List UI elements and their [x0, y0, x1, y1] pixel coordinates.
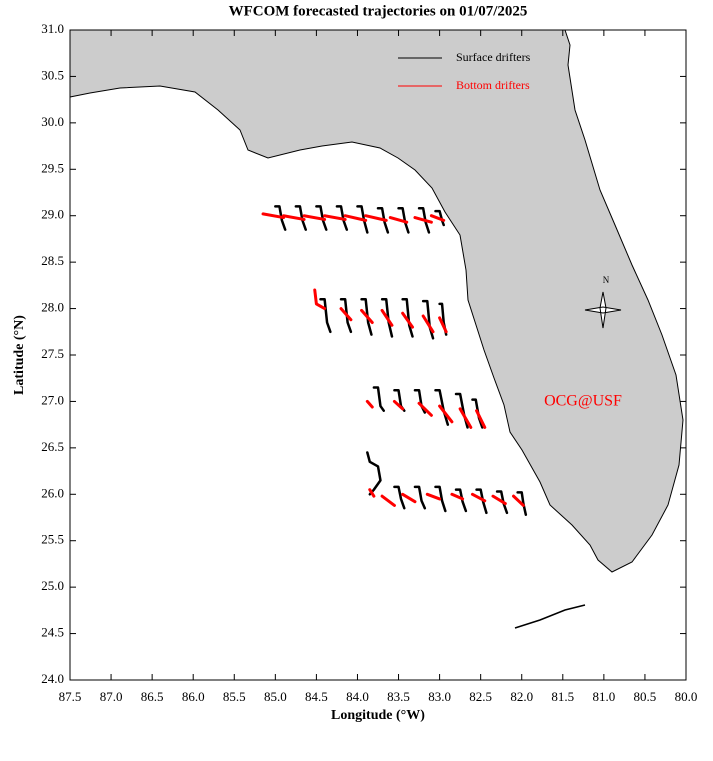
y-tick-label: 29.5	[41, 160, 64, 175]
drifter-track	[429, 214, 446, 222]
x-tick-label: 86.5	[141, 689, 164, 704]
x-tick-label: 80.5	[634, 689, 657, 704]
land	[69, 29, 684, 573]
y-tick-label: 25.5	[41, 532, 64, 547]
drifter-track	[393, 485, 406, 510]
y-tick-label: 30.5	[41, 67, 64, 82]
drifter-track	[434, 389, 450, 426]
drifter-track	[313, 288, 327, 311]
x-tick-label: 81.5	[551, 689, 574, 704]
y-tick-label: 26.5	[41, 439, 64, 454]
drifter-track	[366, 451, 382, 496]
drifter-track	[380, 298, 394, 338]
drifter-track	[356, 205, 369, 234]
drifter-track	[294, 205, 307, 231]
x-tick-label: 83.0	[428, 689, 451, 704]
legend-label: Surface drifters	[456, 50, 531, 64]
drifter-track	[392, 399, 405, 411]
drifter-track	[421, 299, 435, 340]
y-tick-label: 27.5	[41, 346, 64, 361]
drifter-track	[360, 308, 374, 324]
drifter-track	[360, 298, 373, 336]
drifter-track	[413, 216, 433, 224]
drifter-track	[302, 214, 327, 221]
drifter-track	[434, 209, 445, 227]
y-tick-label: 29.0	[41, 207, 64, 222]
drifter-track	[434, 485, 447, 513]
x-tick-label: 87.5	[59, 689, 82, 704]
x-tick-label: 87.0	[100, 689, 123, 704]
y-tick-label: 30.0	[41, 114, 64, 129]
drifter-track	[425, 492, 442, 501]
legend-label: Bottom drifters	[456, 78, 530, 92]
y-tick-label: 27.0	[41, 392, 64, 407]
drifter-track	[380, 308, 394, 327]
drifter-track	[323, 214, 347, 221]
drifter-track	[315, 205, 328, 231]
x-tick-label: 83.5	[387, 689, 410, 704]
drifter-track	[339, 298, 353, 334]
drifter-track	[339, 307, 353, 322]
drifter-track	[417, 207, 431, 234]
y-tick-label: 28.0	[41, 300, 64, 315]
drifter-track	[319, 298, 332, 334]
compass-label: N	[603, 275, 610, 285]
drifter-track	[365, 399, 374, 409]
y-axis-label: Latitude (°N)	[12, 315, 27, 395]
y-tick-label: 24.5	[41, 625, 64, 640]
chart-title: WFCOM forecasted trajectories on 01/07/2…	[229, 3, 528, 19]
annotation: OCG@USF	[544, 393, 622, 410]
x-tick-label: 82.0	[510, 689, 533, 704]
drifter-track	[471, 398, 484, 429]
drifter-track	[343, 214, 368, 222]
drifter-track	[372, 386, 385, 412]
drifter-track	[417, 401, 433, 417]
x-tick-label: 84.5	[305, 689, 328, 704]
y-tick-label: 26.0	[41, 485, 64, 500]
compass	[584, 291, 622, 329]
y-tick-label: 28.5	[41, 253, 64, 268]
drifter-track	[475, 409, 487, 429]
drifter-track	[401, 311, 414, 329]
y-tick-label: 24.0	[41, 671, 64, 686]
drifter-track	[380, 494, 396, 507]
x-tick-label: 80.0	[675, 689, 698, 704]
drifter-track	[282, 214, 306, 221]
drifter-track	[454, 488, 468, 513]
drifter-track	[401, 492, 417, 504]
x-tick-label: 84.0	[346, 689, 369, 704]
drifter-track	[475, 488, 488, 515]
x-tick-label: 85.0	[264, 689, 287, 704]
drifter-track	[491, 494, 507, 506]
x-tick-label: 86.0	[182, 689, 205, 704]
drifter-track	[401, 298, 414, 338]
drifter-track	[364, 214, 388, 222]
drifter-track	[438, 316, 448, 334]
x-tick-label: 81.0	[592, 689, 615, 704]
drifter-track	[413, 485, 427, 510]
drifter-track	[368, 488, 376, 498]
drifter-track	[261, 212, 286, 220]
drifter-track	[438, 404, 454, 424]
drifter-track	[376, 207, 390, 234]
drifter-track	[516, 491, 528, 516]
x-tick-label: 82.5	[469, 689, 492, 704]
x-axis-label: Longitude (°W)	[331, 708, 425, 723]
drifter-track	[274, 205, 287, 231]
drifter-track	[397, 207, 410, 234]
y-tick-label: 25.0	[41, 578, 64, 593]
y-tick-label: 31.0	[41, 21, 64, 36]
drifter-track	[458, 407, 473, 429]
drifter-track	[450, 492, 465, 501]
drifter-track	[388, 216, 409, 224]
drifter-track	[335, 205, 349, 231]
drifter-track	[421, 314, 435, 334]
drifter-track	[495, 490, 509, 515]
drifter-track	[470, 492, 487, 503]
keys	[514, 604, 586, 629]
x-tick-label: 85.5	[223, 689, 246, 704]
drifter-track	[512, 494, 525, 507]
